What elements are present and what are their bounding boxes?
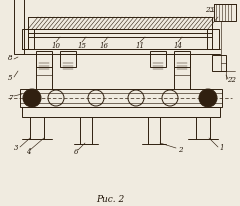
Text: 8: 8 — [8, 54, 12, 62]
Bar — [22, 108, 220, 117]
Text: Рис. 2: Рис. 2 — [96, 194, 124, 204]
Text: 15: 15 — [78, 42, 86, 50]
Bar — [212, 56, 226, 72]
Text: 11: 11 — [136, 42, 144, 50]
Bar — [60, 52, 76, 68]
Bar — [20, 90, 222, 108]
Bar — [14, 0, 24, 55]
Text: 16: 16 — [100, 42, 108, 50]
Circle shape — [203, 94, 213, 103]
Text: 6: 6 — [74, 147, 78, 155]
Bar — [36, 52, 52, 68]
Bar — [214, 5, 236, 22]
Text: 5: 5 — [8, 74, 12, 82]
Circle shape — [27, 94, 37, 103]
Circle shape — [199, 90, 217, 108]
Text: 10: 10 — [52, 42, 60, 50]
Bar — [150, 52, 166, 68]
Bar — [174, 52, 190, 68]
Text: 7: 7 — [8, 94, 12, 102]
Text: 1: 1 — [220, 143, 224, 151]
Text: 4: 4 — [26, 147, 30, 155]
Text: 22: 22 — [228, 76, 236, 84]
Text: 23: 23 — [205, 6, 215, 14]
Circle shape — [23, 90, 41, 108]
Bar — [22, 30, 34, 50]
Text: 14: 14 — [174, 42, 182, 50]
Text: 2: 2 — [178, 145, 182, 153]
Text: 3: 3 — [14, 143, 18, 151]
Bar — [207, 30, 219, 50]
